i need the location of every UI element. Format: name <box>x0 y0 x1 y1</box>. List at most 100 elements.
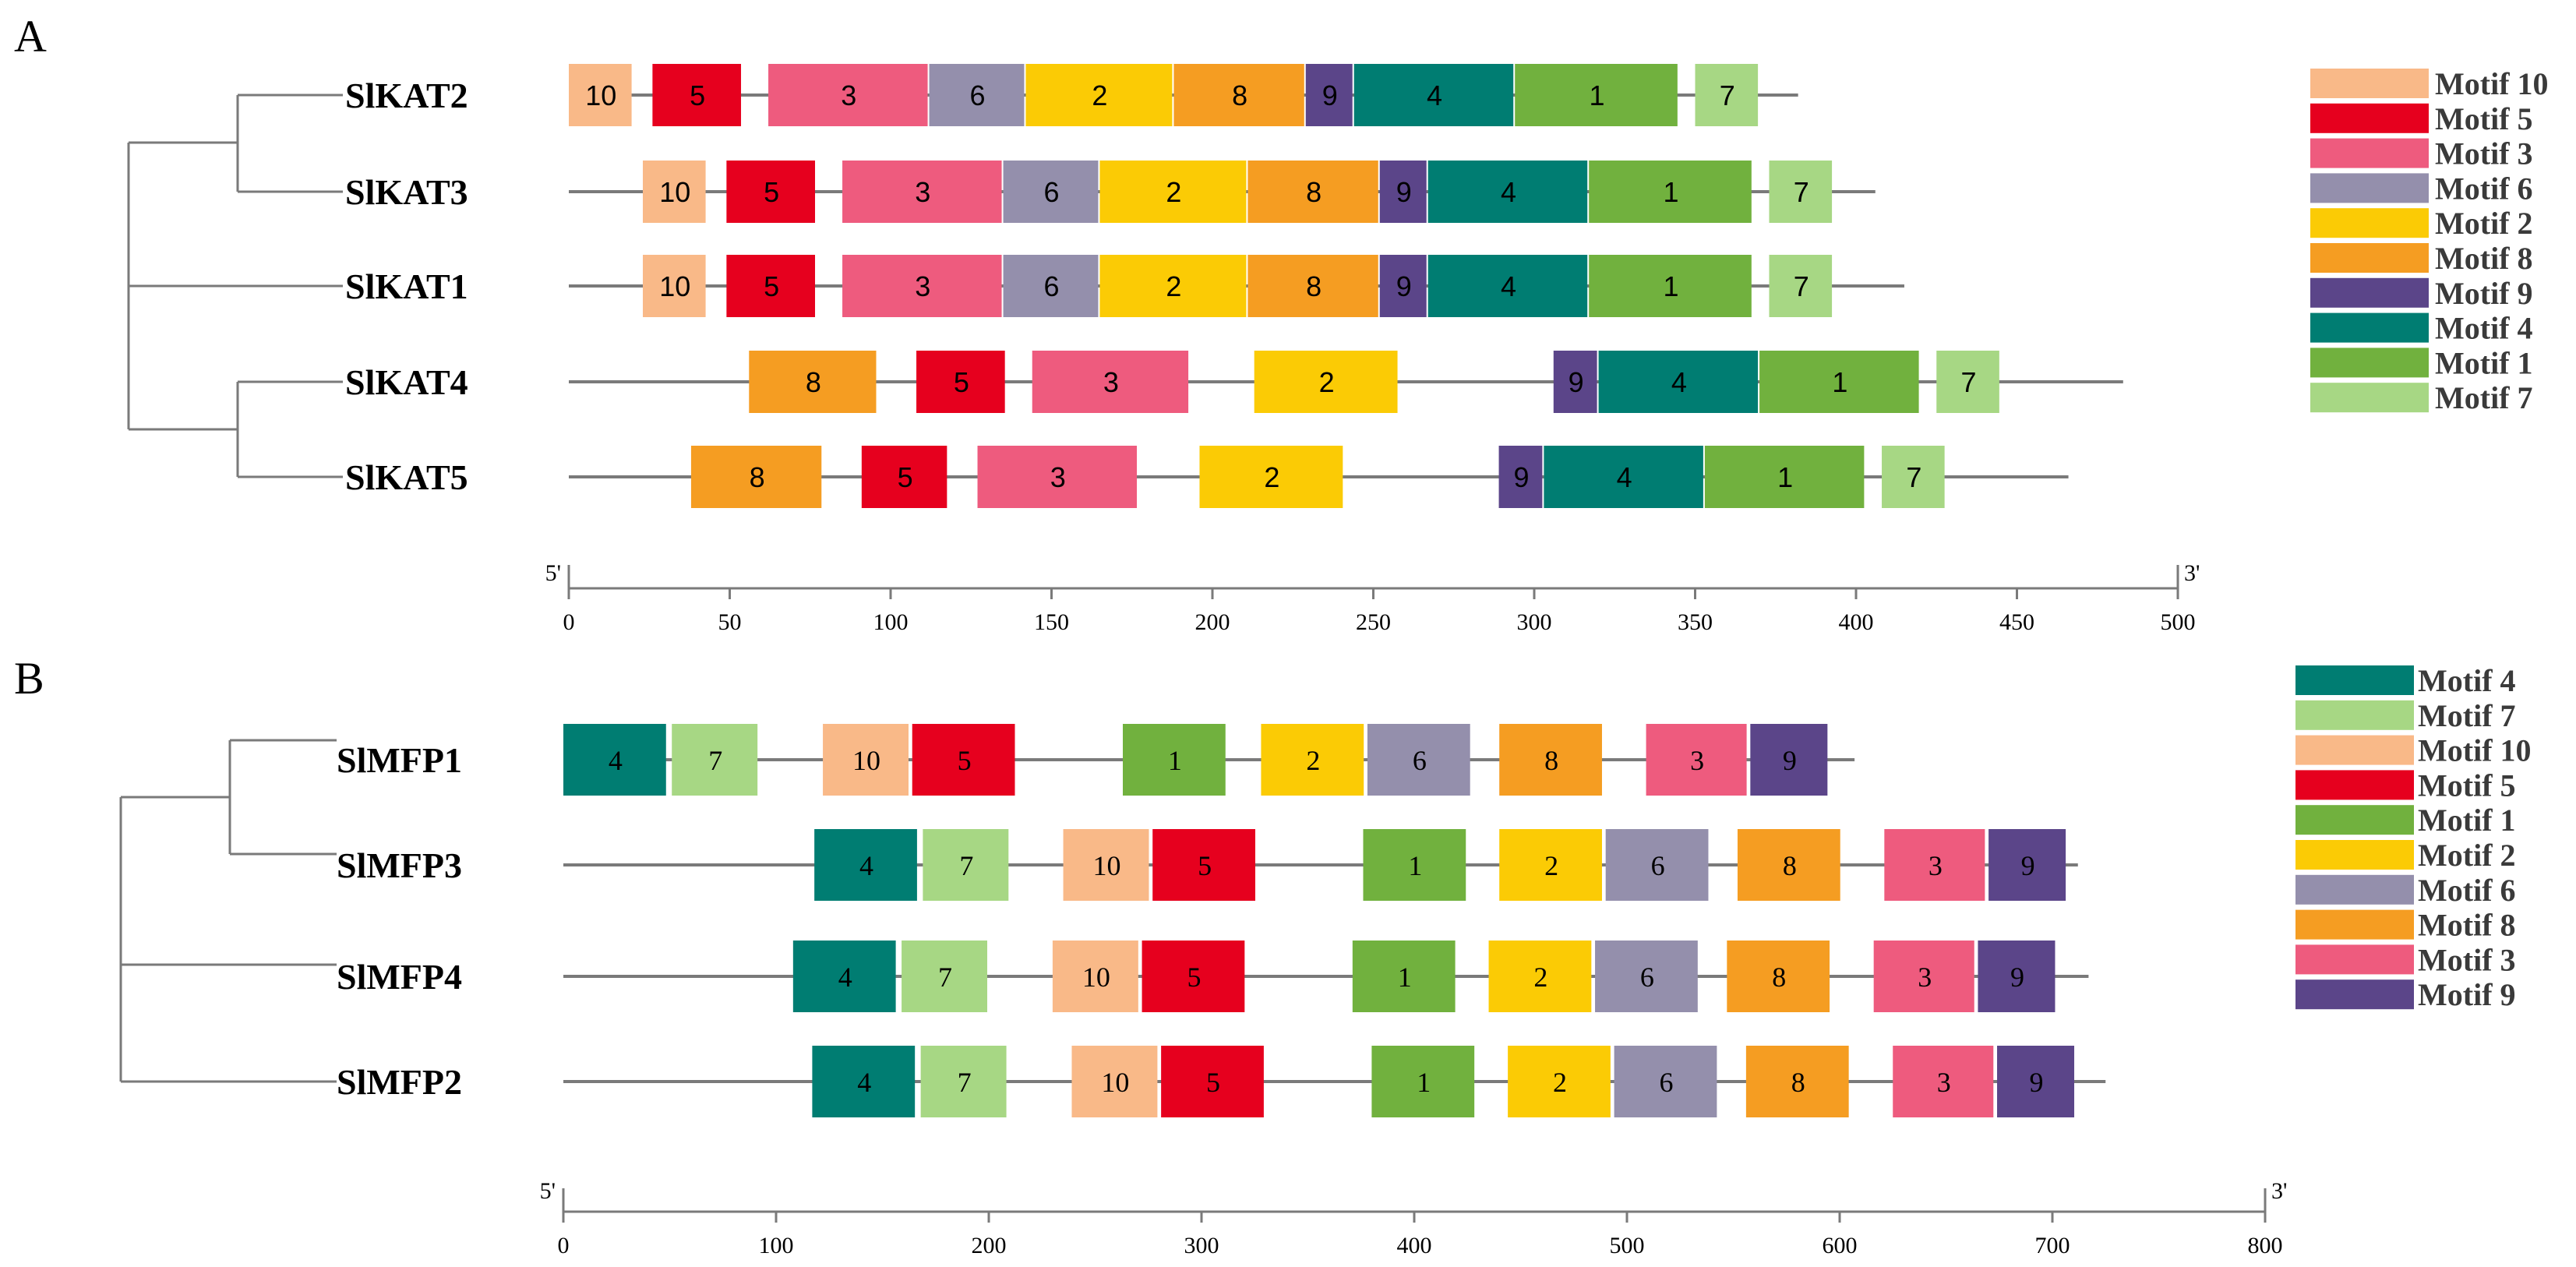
motif-number: 9 <box>1783 745 1797 776</box>
motif-box-3 <box>768 64 928 126</box>
motif-box-3 <box>1873 941 1974 1012</box>
motif-number: 9 <box>2021 850 2035 881</box>
motif-box-1 <box>1122 724 1226 796</box>
motif-number: 8 <box>806 366 821 398</box>
motif-number: 7 <box>938 962 952 993</box>
axis-start-label: 5' <box>545 560 561 586</box>
motif-number: 10 <box>659 176 690 208</box>
motif-box-10 <box>823 724 909 796</box>
legend-swatch-motif-9 <box>2310 277 2429 308</box>
motif-box-3 <box>1884 829 1985 901</box>
motif-box-9 <box>1379 255 1427 317</box>
motif-box-5 <box>652 64 742 126</box>
motif-box-4 <box>814 829 917 901</box>
motif-box-2 <box>1254 351 1398 413</box>
motif-box-8 <box>1745 1046 1849 1117</box>
motif-number: 7 <box>1961 366 1977 398</box>
motif-box-1 <box>1371 1046 1475 1117</box>
motif-number: 3 <box>915 176 930 208</box>
axis-tick-label: 700 <box>2035 1233 2070 1258</box>
motif-number: 8 <box>1783 850 1797 881</box>
motif-box-2 <box>1488 941 1592 1012</box>
motif-number: 1 <box>1664 270 1679 302</box>
motif-box-1 <box>1589 161 1752 223</box>
motif-number: 5 <box>1187 962 1201 993</box>
motif-box-1 <box>1363 829 1466 901</box>
motif-number: 6 <box>1660 1067 1674 1098</box>
legend-label-motif-6: Motif 6 <box>2435 171 2533 206</box>
axis-tick-label: 300 <box>1517 609 1552 635</box>
motif-box-8 <box>690 446 822 508</box>
motif-number: 8 <box>1544 745 1558 776</box>
axis-tick-label: 100 <box>873 609 909 635</box>
motif-number: 4 <box>609 745 623 776</box>
gene-label-slkat3: SlKAT3 <box>345 172 468 212</box>
axis-tick-label: 300 <box>1184 1233 1219 1258</box>
axis-tick-label: 150 <box>1034 609 1069 635</box>
tree-b-branch-mfp1-mfp3 <box>228 739 337 856</box>
motif-number: 7 <box>1794 270 1809 302</box>
motif-number: 1 <box>1777 461 1793 493</box>
motif-number: 1 <box>1168 745 1182 776</box>
motif-box-4 <box>1427 255 1588 317</box>
motif-box-6 <box>1003 161 1099 223</box>
gene-row-slkat2: SlKAT2 10 5 3 6 2 8 9 4 1 7 <box>345 64 1798 126</box>
motif-number: 7 <box>958 1067 972 1098</box>
axis-b: 5' 3' 0 100 200 300 400 500 600 700 800 <box>540 1178 2288 1258</box>
motif-number: 10 <box>659 270 690 302</box>
motif-number: 9 <box>1396 176 1412 208</box>
motif-number: 9 <box>1513 461 1529 493</box>
motif-number: 1 <box>1832 366 1847 398</box>
legend-label-motif-7: Motif 7 <box>2418 698 2516 733</box>
motif-box-8 <box>1499 724 1602 796</box>
motif-number: 10 <box>585 79 616 111</box>
motif-number: 2 <box>1533 962 1547 993</box>
motif-box-2 <box>1508 1046 1611 1117</box>
motif-box-4 <box>792 941 896 1012</box>
motif-box-9 <box>1988 829 2066 901</box>
legend-swatch-motif-6 <box>2310 173 2429 203</box>
motif-number: 9 <box>1396 270 1412 302</box>
motif-box-8 <box>749 351 877 413</box>
motif-box-9 <box>1978 941 2056 1012</box>
tree-a-root <box>127 141 343 431</box>
legend-label-motif-6: Motif 6 <box>2418 873 2516 908</box>
motif-box-9 <box>1997 1046 2075 1117</box>
motif-box-1 <box>1704 446 1865 508</box>
axis-tick-label: 800 <box>2248 1233 2283 1258</box>
motif-box-4 <box>563 724 666 796</box>
motif-box-5 <box>861 446 947 508</box>
motif-box-10 <box>1052 941 1138 1012</box>
motif-number: 8 <box>1772 962 1786 993</box>
motif-number: 5 <box>958 745 972 776</box>
motif-box-7 <box>1769 255 1833 317</box>
legend-label-motif-3: Motif 3 <box>2418 942 2516 977</box>
legend-label-motif-3: Motif 3 <box>2435 136 2533 171</box>
motif-number: 3 <box>1690 745 1704 776</box>
motif-box-3 <box>1893 1046 1994 1117</box>
motif-number: 1 <box>1408 850 1422 881</box>
motif-box-10 <box>569 64 632 126</box>
legend-swatch-motif-3 <box>2295 944 2414 975</box>
motif-number: 5 <box>690 79 705 111</box>
motif-box-9 <box>1305 64 1353 126</box>
gene-label-slkat5: SlKAT5 <box>345 457 468 497</box>
motif-box-6 <box>1605 829 1709 901</box>
motif-number: 2 <box>1166 176 1181 208</box>
motif-number: 5 <box>1198 850 1212 881</box>
legend-swatch-motif-8 <box>2295 909 2414 940</box>
legend-swatch-motif-10 <box>2310 69 2429 98</box>
motif-number: 6 <box>1651 850 1665 881</box>
motif-box-7 <box>902 941 987 1012</box>
motif-box-1 <box>1515 64 1678 126</box>
motif-box-8 <box>1727 941 1830 1012</box>
legend-label-motif-9: Motif 9 <box>2418 977 2516 1012</box>
motif-box-1 <box>1352 941 1456 1012</box>
legend-swatch-motif-8 <box>2310 243 2429 273</box>
motif-box-5 <box>1142 941 1245 1012</box>
motif-box-6 <box>1614 1046 1717 1117</box>
axis-tick-label: 500 <box>1610 1233 1645 1258</box>
